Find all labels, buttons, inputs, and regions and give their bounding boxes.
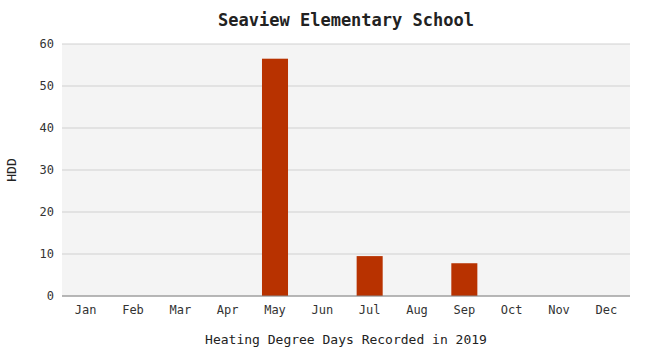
grid-line — [62, 254, 630, 255]
x-tick-label: Sep — [453, 303, 475, 317]
x-tick-label: Nov — [548, 303, 570, 317]
y-tick-label: 0 — [47, 289, 54, 303]
x-tick-label: Oct — [501, 303, 523, 317]
grid-line — [62, 170, 630, 171]
bars — [262, 59, 477, 296]
chart-container: 0 10 20 30 40 50 60 Jan Feb Mar Apr May Jun Jul Aug Sep… — [0, 0, 650, 360]
bar — [451, 263, 477, 296]
bar — [357, 256, 383, 296]
x-tick-label: Jul — [359, 303, 381, 317]
x-tick-label: Dec — [595, 303, 617, 317]
x-tick-label: Feb — [122, 303, 144, 317]
x-tick-label: Jan — [75, 303, 97, 317]
grid-line — [62, 44, 630, 45]
grid-line — [62, 296, 630, 297]
grid-line — [62, 86, 630, 87]
chart-svg: 0 10 20 30 40 50 60 Jan Feb Mar Apr May Jun Jul Aug Sep… — [0, 0, 650, 360]
plot-background — [62, 44, 630, 296]
y-tick-label: 20 — [40, 205, 54, 219]
x-tick-label: Jun — [311, 303, 333, 317]
y-tick-label: 40 — [40, 121, 54, 135]
x-axis-label: Heating Degree Days Recorded in 2019 — [205, 332, 487, 347]
x-tick-label: May — [264, 303, 286, 317]
y-tick-label: 30 — [40, 163, 54, 177]
x-tick-label: Aug — [406, 303, 428, 317]
x-axis-line — [62, 296, 630, 297]
y-tick-label: 10 — [40, 247, 54, 261]
y-axis-label: HDD — [4, 158, 19, 182]
grid-line — [62, 128, 630, 129]
bar — [262, 59, 288, 296]
y-tick-label: 60 — [40, 37, 54, 51]
x-tick-label: Mar — [169, 303, 191, 317]
grid-line — [62, 212, 630, 213]
y-tick-labels: 0 10 20 30 40 50 60 — [40, 37, 54, 303]
x-tick-label: Apr — [217, 303, 239, 317]
x-tick-labels: Jan Feb Mar Apr May Jun Jul Aug Sep Oct Nov Dec — [75, 303, 617, 317]
y-tick-label: 50 — [40, 79, 54, 93]
y-grid — [62, 44, 630, 296]
chart-title: Seaview Elementary School — [218, 10, 474, 30]
